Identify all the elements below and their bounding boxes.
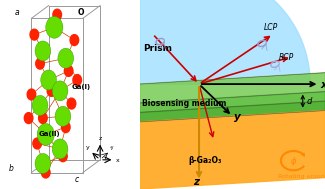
Polygon shape	[140, 73, 325, 103]
Text: Ga(II): Ga(II)	[39, 131, 60, 137]
Circle shape	[55, 106, 71, 126]
Circle shape	[42, 167, 50, 178]
Text: β-Ga₂O₃: β-Ga₂O₃	[188, 156, 221, 165]
Text: a: a	[14, 8, 19, 17]
Circle shape	[70, 35, 79, 46]
Text: RCP: RCP	[279, 53, 294, 63]
Circle shape	[37, 124, 54, 145]
Circle shape	[58, 151, 67, 162]
Text: b: b	[8, 164, 13, 173]
Circle shape	[61, 122, 70, 133]
Circle shape	[30, 29, 39, 40]
Circle shape	[53, 9, 61, 20]
Polygon shape	[140, 92, 325, 112]
Text: LCP: LCP	[264, 23, 278, 32]
Text: x: x	[116, 158, 120, 163]
Circle shape	[52, 81, 68, 101]
Text: z: z	[193, 177, 200, 187]
Text: x: x	[320, 80, 325, 90]
Text: Ga(I): Ga(I)	[72, 84, 91, 90]
Circle shape	[32, 95, 48, 115]
Polygon shape	[88, 0, 310, 84]
Circle shape	[35, 41, 51, 61]
Circle shape	[35, 153, 51, 174]
Circle shape	[36, 58, 44, 69]
Text: Prism: Prism	[143, 44, 173, 53]
Text: $\phi$: $\phi$	[290, 155, 297, 168]
Polygon shape	[140, 101, 325, 122]
Circle shape	[46, 16, 63, 38]
Text: y: y	[86, 145, 90, 150]
Circle shape	[67, 98, 76, 109]
Text: Rotating around z axis: Rotating around z axis	[278, 174, 325, 179]
Circle shape	[41, 70, 57, 90]
Text: -y: -y	[110, 145, 115, 150]
Circle shape	[64, 65, 73, 76]
Text: d: d	[306, 97, 312, 106]
Text: c: c	[74, 175, 79, 184]
Text: O: O	[77, 8, 84, 17]
Text: y: y	[234, 112, 241, 122]
Polygon shape	[140, 111, 325, 189]
Circle shape	[33, 138, 42, 149]
Circle shape	[27, 89, 36, 100]
Circle shape	[58, 48, 74, 68]
Circle shape	[24, 113, 33, 124]
Circle shape	[39, 113, 47, 124]
Text: Biosensing medium: Biosensing medium	[142, 99, 226, 108]
Circle shape	[47, 85, 56, 96]
Circle shape	[73, 74, 82, 85]
Text: z: z	[99, 136, 102, 141]
Circle shape	[52, 139, 68, 159]
